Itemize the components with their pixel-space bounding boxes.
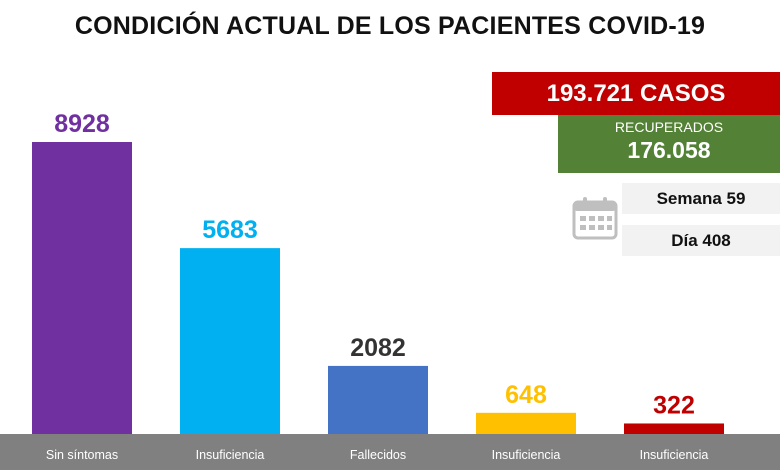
category-label-4: Insuficiencia xyxy=(492,448,561,462)
category-label-5: Insuficiencia xyxy=(640,448,709,462)
bar-value-label-4: 648 xyxy=(505,381,547,409)
chart-title: CONDICIÓN ACTUAL DE LOS PACIENTES COVID-… xyxy=(74,12,706,40)
recovered-label: RECUPERADOS xyxy=(614,119,724,135)
day-text: Día 408 xyxy=(671,230,731,250)
recovered-banner: RECUPERADOS 176.058 xyxy=(558,115,780,173)
bar-value-label-5: 322 xyxy=(653,391,695,419)
category-label-1: Sin síntomas xyxy=(46,448,118,462)
day-indicator: Día 408 xyxy=(622,225,780,256)
bar-5 xyxy=(624,423,724,434)
week-indicator: Semana 59 xyxy=(622,183,780,214)
calendar-icon xyxy=(572,197,618,240)
bar-1 xyxy=(32,142,132,434)
bar-value-label-3: 2082 xyxy=(350,334,406,362)
bar-3 xyxy=(328,365,428,434)
bar-value-label-1: 8928 xyxy=(54,110,110,138)
bar-4 xyxy=(476,412,576,434)
category-label-3: Fallecidos xyxy=(350,448,406,462)
total-cases-banner: 193.721 CASOS xyxy=(492,72,780,115)
recovered-value: 176.058 xyxy=(627,137,711,163)
category-label-2: Insuficiencia xyxy=(196,448,265,462)
week-text: Semana 59 xyxy=(656,188,746,208)
category-axis-band xyxy=(0,434,780,470)
bar-value-label-2: 5683 xyxy=(202,216,258,244)
bar-2 xyxy=(180,248,280,434)
total-cases-text: 193.721 CASOS xyxy=(546,79,726,107)
